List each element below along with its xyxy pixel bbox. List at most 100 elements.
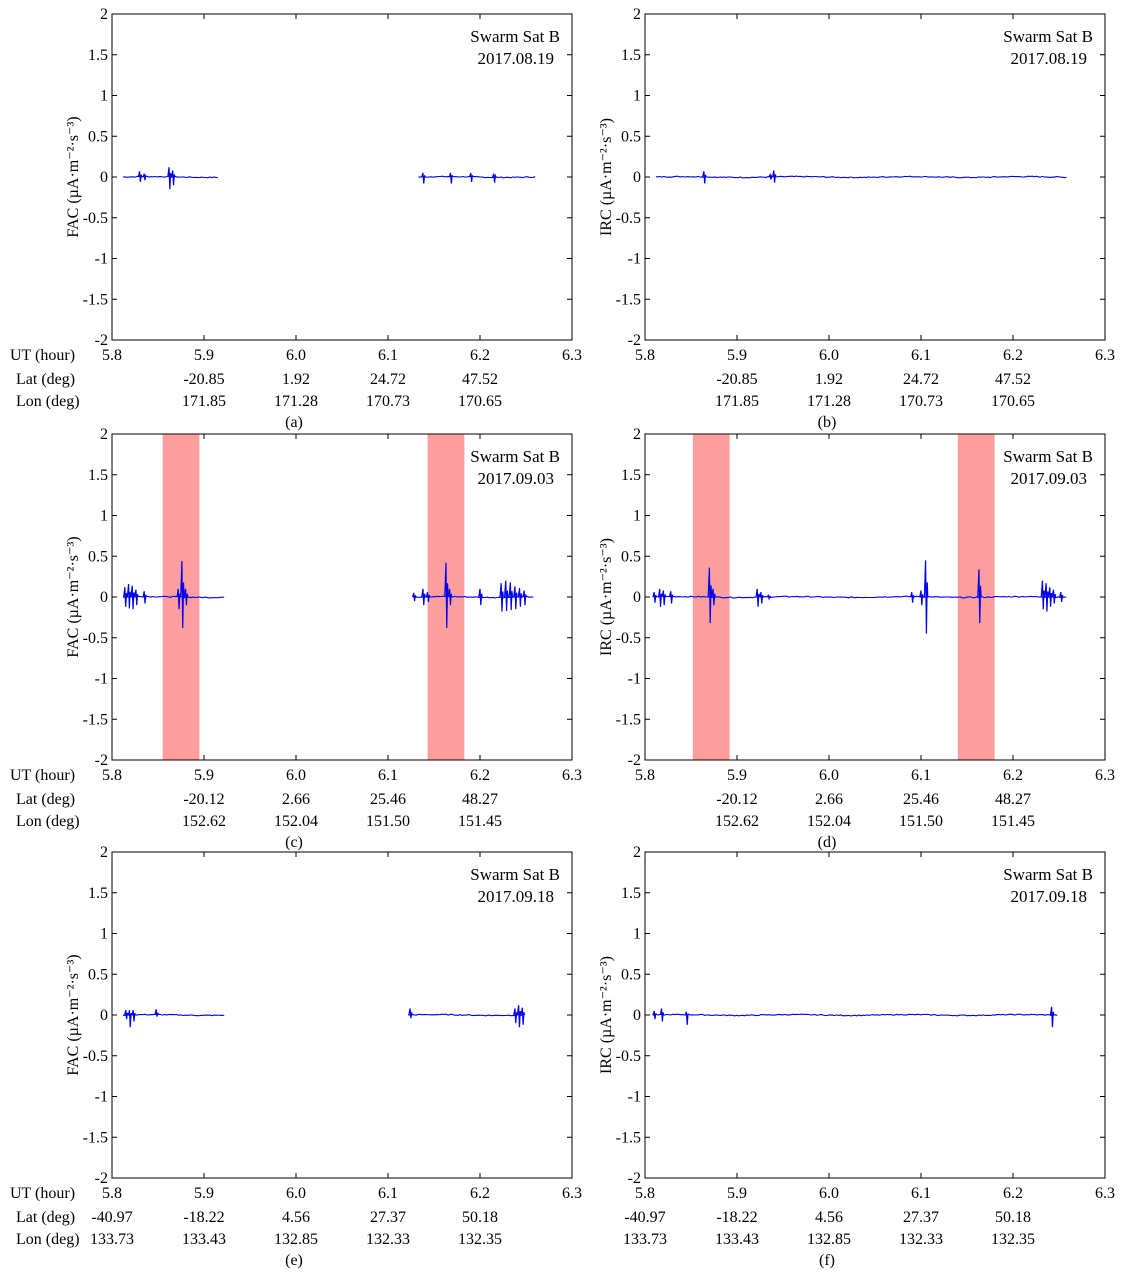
data-spike <box>711 588 716 606</box>
y-tick-label: 0 <box>633 589 641 606</box>
y-tick-label: -1.5 <box>83 291 108 308</box>
x-tick-label: 6.0 <box>286 1185 306 1202</box>
x-tick-label: 5.9 <box>194 1185 214 1202</box>
row-label-ut: UT (hour) <box>10 767 75 784</box>
y-tick-label: 1.5 <box>621 885 641 902</box>
x-tick-label: 6.2 <box>1003 767 1023 784</box>
x-tick-label: 6.3 <box>562 347 582 364</box>
x-tick-label: 6.1 <box>378 767 398 784</box>
lon-label: 170.65 <box>458 393 502 410</box>
y-tick-label: 2 <box>100 6 108 23</box>
x-tick-label: 6.3 <box>562 1185 582 1202</box>
y-tick-label: 0.5 <box>621 966 641 983</box>
data-spike <box>1059 591 1064 602</box>
y-tick-label: 2 <box>100 426 108 443</box>
date-label: 2017.09.18 <box>1011 887 1088 906</box>
data-spike <box>522 590 527 606</box>
y-tick-label: -0.5 <box>616 630 641 647</box>
series-line <box>652 1013 1058 1017</box>
y-tick-label: 1 <box>100 88 108 105</box>
lat-label: 25.46 <box>370 791 406 808</box>
y-tick-label: -1.5 <box>616 711 641 728</box>
x-tick-label: 6.3 <box>562 767 582 784</box>
chart-panel: -2 -1.5 -1 -0.5 0 0.5 1 1.5 2 5.8 5.9 -20.85 171.85 6… <box>10 6 582 431</box>
row-label-lon: Lon (deg) <box>16 1231 80 1248</box>
date-label: 2017.09.03 <box>1011 469 1088 488</box>
data-spike <box>910 591 915 603</box>
x-tick-label: 6.0 <box>286 347 306 364</box>
data-spike <box>977 569 982 624</box>
satellite-label: Swarm Sat B <box>1003 865 1093 884</box>
data-spike <box>131 1009 136 1022</box>
data-spike <box>661 590 667 606</box>
data-spike <box>130 585 136 610</box>
satellite-label: Swarm Sat B <box>470 865 560 884</box>
lat-label: 2.66 <box>282 791 310 808</box>
lat-label: 47.52 <box>462 371 498 388</box>
x-tick-label: 6.2 <box>470 767 490 784</box>
y-tick-label: -2 <box>628 752 641 769</box>
lon-label: 170.73 <box>366 393 410 410</box>
data-spike <box>447 588 453 606</box>
y-tick-label: -0.5 <box>83 210 108 227</box>
data-spike <box>766 593 771 601</box>
lat-label: 47.52 <box>995 371 1031 388</box>
data-spike <box>702 171 707 184</box>
y-tick-label: 2 <box>633 844 641 861</box>
lat-label: 2.66 <box>815 791 843 808</box>
x-tick-label: 5.9 <box>727 767 747 784</box>
y-tick-label: 1 <box>633 508 641 525</box>
panel-caption: (e) <box>285 1252 303 1269</box>
y-tick-label: 1.5 <box>621 467 641 484</box>
y-tick-label: -1 <box>95 1089 108 1106</box>
lon-label: 171.85 <box>182 393 226 410</box>
series-line <box>123 1013 225 1017</box>
y-tick-label: 1 <box>633 88 641 105</box>
lon-label: 133.73 <box>623 1231 667 1248</box>
data-spike <box>154 1009 159 1017</box>
lon-label: 151.45 <box>991 813 1035 830</box>
x-tick-label: 6.2 <box>470 347 490 364</box>
x-tick-label: 5.8 <box>635 767 655 784</box>
y-tick-label: 0 <box>633 169 641 186</box>
x-tick-label: 6.2 <box>1003 347 1023 364</box>
data-spike <box>478 588 483 606</box>
y-tick-label: 1.5 <box>88 467 108 484</box>
x-tick-label: 6.1 <box>911 767 931 784</box>
y-tick-label: -1.5 <box>616 1129 641 1146</box>
lat-label: 24.72 <box>370 371 406 388</box>
lon-label: 133.43 <box>182 1231 226 1248</box>
lon-label: 171.28 <box>807 393 851 410</box>
y-tick-label: 0.5 <box>621 548 641 565</box>
chart-panel: -2 -1.5 -1 -0.5 0 0.5 1 1.5 2 5.8 -40.97 133.73 5.9 -… <box>598 844 1115 1269</box>
y-tick-label: 0 <box>100 589 108 606</box>
y-tick-label: -1.5 <box>83 711 108 728</box>
date-label: 2017.08.19 <box>1011 49 1088 68</box>
chart-panel: -2 -1.5 -1 -0.5 0 0.5 1 1.5 2 5.8 5.9 -20.12 152.62 6… <box>10 426 582 851</box>
x-tick-label: 5.9 <box>194 347 214 364</box>
data-spike <box>499 583 504 612</box>
lat-label: 24.72 <box>903 371 939 388</box>
row-label-ut: UT (hour) <box>10 1185 75 1202</box>
lat-label: -20.85 <box>183 371 224 388</box>
x-tick-label: 5.8 <box>102 767 122 784</box>
x-tick-label: 5.8 <box>102 347 122 364</box>
series-line <box>412 595 534 599</box>
y-tick-label: -1 <box>95 671 108 688</box>
lat-label: -40.97 <box>91 1209 132 1226</box>
lon-label: 170.73 <box>899 393 943 410</box>
data-spike <box>411 592 417 602</box>
data-spike <box>134 589 139 606</box>
y-tick-label: -2 <box>95 1170 108 1187</box>
lat-label: 27.37 <box>903 1209 939 1226</box>
y-tick-label: -1.5 <box>83 1129 108 1146</box>
lat-label: 4.56 <box>815 1209 843 1226</box>
y-tick-label: -2 <box>95 752 108 769</box>
data-spike <box>513 1008 518 1024</box>
row-label-ut: UT (hour) <box>10 347 75 364</box>
lat-label: -20.85 <box>716 371 757 388</box>
series-line <box>418 175 536 179</box>
lon-label: 132.85 <box>274 1231 318 1248</box>
data-spike <box>923 560 929 634</box>
